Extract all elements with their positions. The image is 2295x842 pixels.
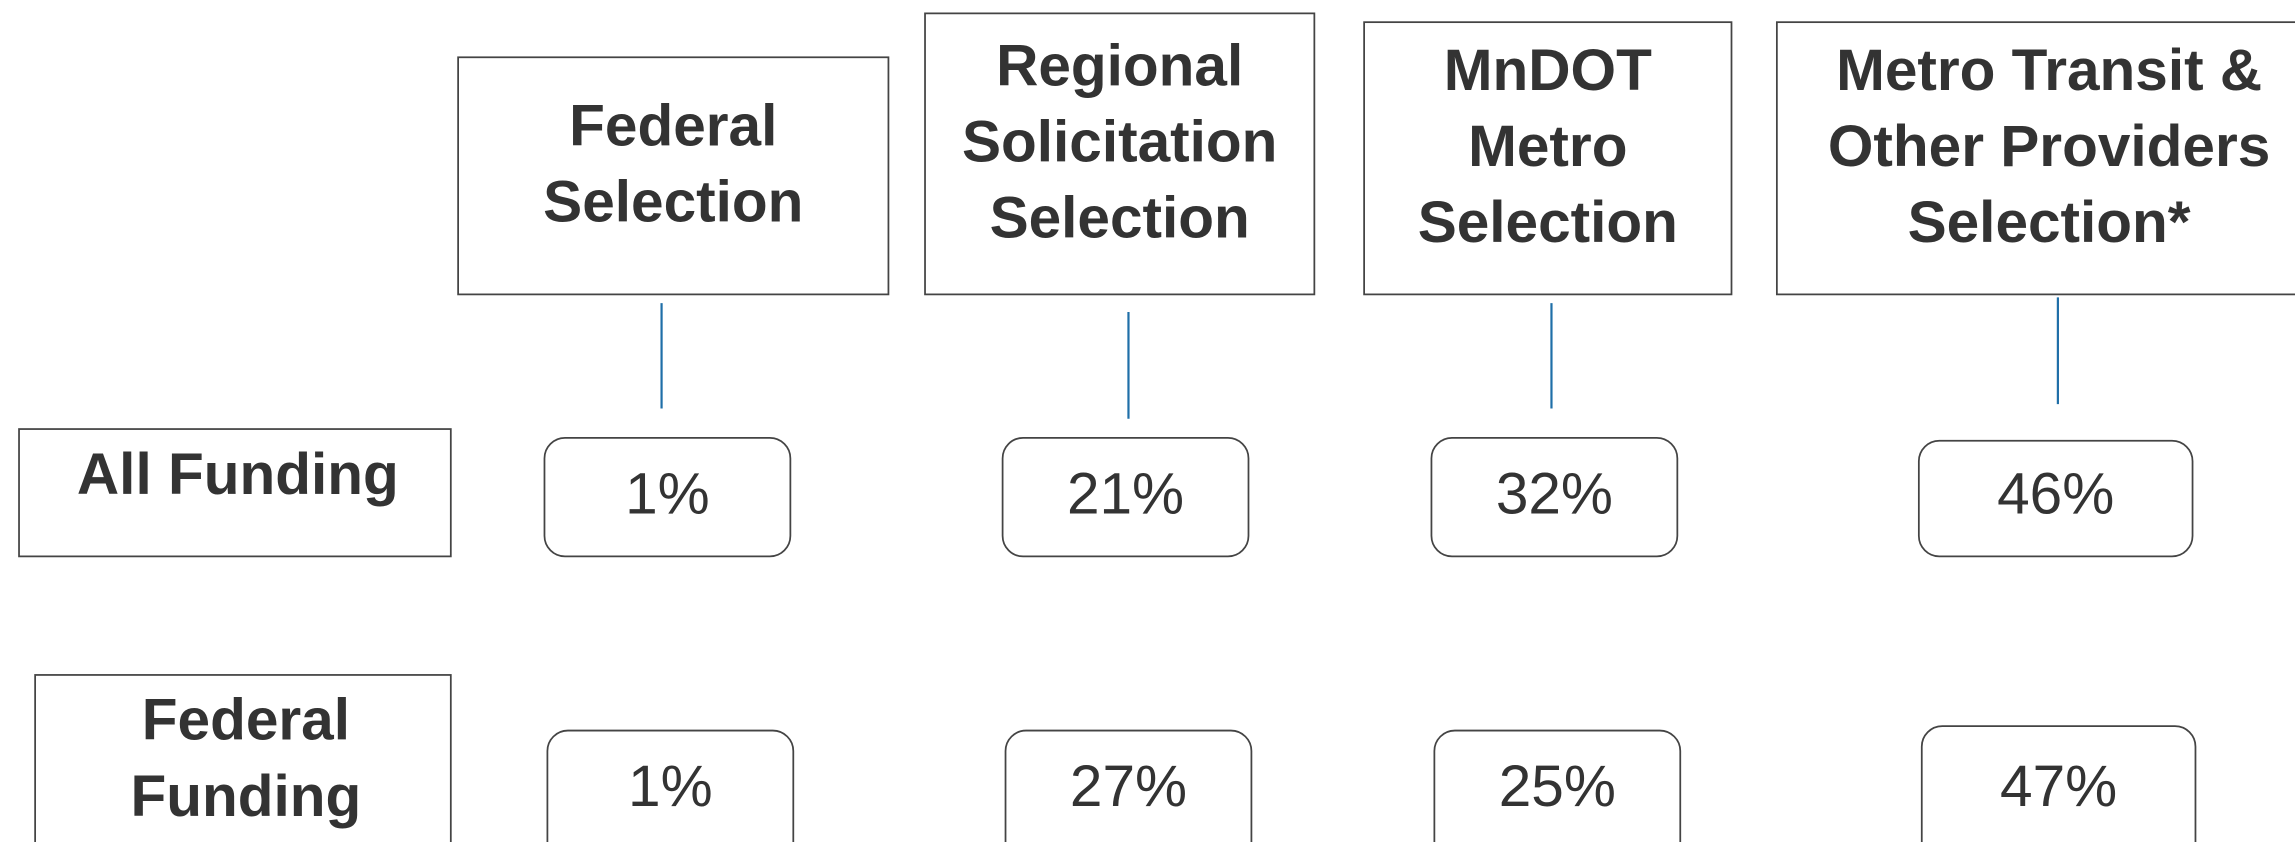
value-box xyxy=(1920,725,2197,842)
value: 25% xyxy=(1499,754,1616,819)
column-header: Regional Solicitation Selection xyxy=(962,34,1277,251)
column-header-line: Other Providers xyxy=(1828,114,2270,179)
value: 27% xyxy=(1070,754,1187,819)
value-box xyxy=(546,729,795,842)
value-box xyxy=(1917,439,2194,558)
column-header: MnDOT Metro Selection xyxy=(1418,38,1678,255)
column-header-box xyxy=(1363,21,1733,296)
value-box xyxy=(543,436,792,558)
column-header-line: Solicitation xyxy=(962,110,1277,175)
row-label-box xyxy=(18,428,452,558)
value: 21% xyxy=(1067,461,1184,526)
column-header-box xyxy=(924,12,1316,296)
column-header-line: Metro xyxy=(1468,114,1627,179)
column-header-line: Selection xyxy=(543,170,803,235)
value-box xyxy=(1433,729,1682,842)
column-header-line: Selection xyxy=(990,186,1250,251)
column-header-line: Selection* xyxy=(1908,191,2191,256)
value: 32% xyxy=(1496,461,1613,526)
column-header-line: Federal xyxy=(569,94,777,159)
value-box xyxy=(1001,436,1250,558)
column-header-line: Regional xyxy=(996,34,1243,99)
value-box xyxy=(1430,436,1679,558)
row-label-box xyxy=(34,674,452,842)
column-header-box xyxy=(457,56,890,296)
row-label-line: Funding xyxy=(131,764,362,829)
column-header-line: Metro Transit & xyxy=(1836,38,2262,103)
column-header-line: Selection xyxy=(1418,191,1678,256)
value: 47% xyxy=(2000,754,2117,819)
value: 46% xyxy=(1997,461,2114,526)
value: 1% xyxy=(628,754,713,819)
column-header-box xyxy=(1775,21,2295,296)
column-header: Metro Transit & Other Providers Selection* xyxy=(1828,38,2270,255)
column-header-line: MnDOT xyxy=(1444,38,1652,103)
row-label-line: All Funding xyxy=(77,442,399,507)
row-label: Federal Funding xyxy=(131,688,362,829)
row-label: All Funding xyxy=(77,442,399,507)
value-box xyxy=(1004,729,1253,842)
row-label-line: Federal xyxy=(142,688,350,753)
value: 1% xyxy=(625,461,710,526)
column-header: Federal Selection xyxy=(543,94,803,235)
